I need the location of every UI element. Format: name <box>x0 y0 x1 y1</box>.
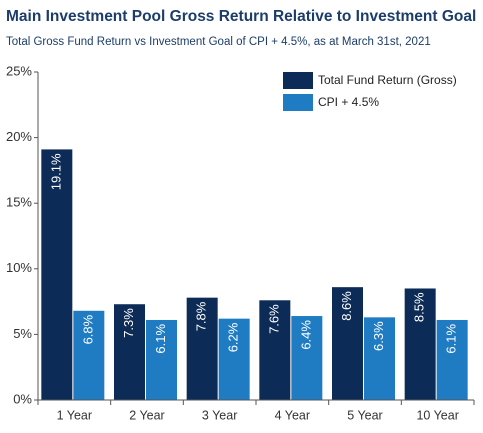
value-label: 6.2% <box>226 322 241 352</box>
bar <box>218 318 250 400</box>
bar <box>146 319 177 400</box>
legend-swatch <box>283 72 313 89</box>
x-tick-label: 4 Year <box>275 408 310 422</box>
legend-swatch <box>283 94 313 111</box>
y-tick-label: 10% <box>6 260 32 275</box>
bar <box>73 310 105 400</box>
chart-subtitle: Total Gross Fund Return vs Investment Go… <box>6 36 431 48</box>
value-label: 6.1% <box>444 324 459 354</box>
value-label: 7.8% <box>194 301 209 331</box>
bar <box>186 297 218 400</box>
value-label: 6.4% <box>298 320 313 350</box>
bar <box>404 288 436 400</box>
value-label: 7.6% <box>266 304 281 334</box>
legend-label: CPI + 4.5% <box>318 95 379 109</box>
chart-title: Main Investment Pool Gross Return Relati… <box>6 8 476 25</box>
bar <box>332 287 363 400</box>
legend-label: Total Fund Return (Gross) <box>318 73 457 87</box>
y-tick-label: 25% <box>6 63 32 78</box>
value-label: 6.1% <box>153 324 168 354</box>
bar <box>364 317 395 400</box>
y-tick-label: 5% <box>13 326 32 341</box>
x-tick-label: 2 Year <box>129 408 164 422</box>
value-label: 6.3% <box>371 321 386 351</box>
value-label: 8.5% <box>412 292 427 322</box>
y-tick-label: 15% <box>6 195 32 210</box>
value-label: 8.6% <box>339 291 354 321</box>
x-tick-label: 3 Year <box>202 408 237 422</box>
value-label: 7.3% <box>121 308 136 338</box>
value-label: 19.1% <box>48 153 63 190</box>
x-tick-label: 10 Year <box>416 408 458 422</box>
value-label: 6.8% <box>80 314 95 344</box>
bar <box>41 149 73 400</box>
bar <box>436 319 468 400</box>
bar <box>291 316 323 400</box>
bar <box>114 304 145 400</box>
y-tick-label: 0% <box>13 391 32 406</box>
x-tick-label: 5 Year <box>347 408 382 422</box>
y-tick-label: 20% <box>6 129 32 144</box>
bar <box>259 300 291 400</box>
x-tick-label: 1 Year <box>57 408 92 422</box>
